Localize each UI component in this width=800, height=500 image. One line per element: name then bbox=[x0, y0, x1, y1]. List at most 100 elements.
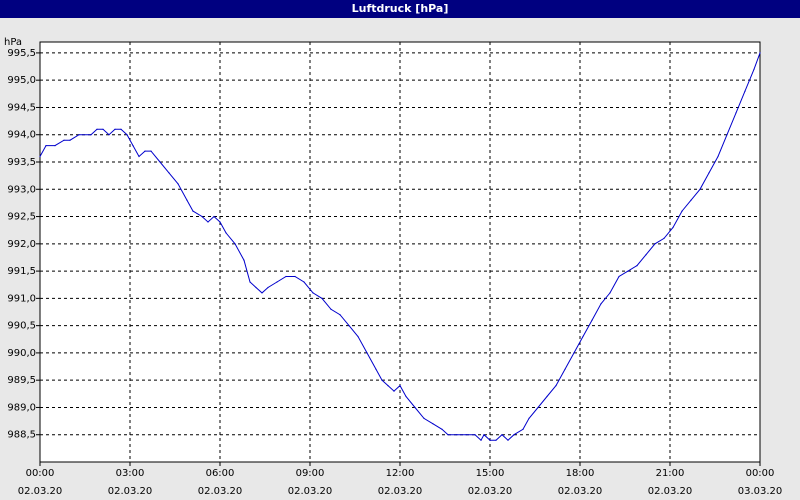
data-point bbox=[672, 226, 674, 229]
y-tick-label: 995,0 bbox=[7, 75, 36, 86]
data-point bbox=[225, 232, 227, 234]
data-point bbox=[63, 139, 65, 141]
x-tick-date-label: 02.03.20 bbox=[18, 486, 63, 497]
x-tick-time-label: 00:00 bbox=[26, 468, 55, 479]
x-tick-date-label: 03.03.20 bbox=[738, 486, 783, 497]
y-axis-unit-label: hPa bbox=[4, 37, 22, 48]
data-point bbox=[207, 221, 209, 223]
data-point bbox=[645, 254, 647, 256]
data-point bbox=[501, 434, 503, 436]
data-point bbox=[108, 134, 110, 136]
data-point bbox=[126, 134, 128, 136]
x-tick-time-label: 15:00 bbox=[476, 468, 505, 479]
data-point bbox=[96, 128, 98, 130]
y-tick-label: 990,5 bbox=[7, 321, 36, 332]
data-point bbox=[441, 428, 443, 430]
data-point bbox=[690, 199, 692, 201]
data-point bbox=[45, 145, 47, 147]
data-point bbox=[744, 90, 746, 92]
data-point bbox=[132, 145, 134, 147]
data-point bbox=[90, 134, 92, 136]
data-point bbox=[528, 417, 530, 419]
data-point bbox=[432, 423, 434, 425]
data-point bbox=[54, 145, 56, 147]
data-points bbox=[39, 52, 761, 441]
data-point bbox=[267, 286, 269, 289]
data-point bbox=[219, 221, 221, 223]
y-tick-label: 991,5 bbox=[7, 266, 36, 277]
data-point bbox=[573, 352, 575, 354]
data-point bbox=[555, 385, 557, 387]
y-tick-label: 993,0 bbox=[7, 184, 36, 195]
data-point bbox=[393, 390, 395, 392]
x-tick-date-label: 02.03.20 bbox=[558, 486, 603, 497]
data-point bbox=[423, 417, 425, 419]
data-point bbox=[735, 112, 737, 114]
data-point bbox=[249, 281, 251, 283]
data-point bbox=[186, 199, 188, 201]
data-point bbox=[159, 161, 161, 163]
data-point bbox=[414, 406, 416, 409]
data-point bbox=[627, 270, 629, 272]
x-axis: 00:00 02.03.20 03:00 02.03.20 06:00 02.03.20 0… bbox=[18, 462, 783, 497]
data-point bbox=[168, 172, 170, 174]
data-point bbox=[102, 128, 104, 130]
data-point bbox=[759, 52, 761, 54]
data-point bbox=[150, 150, 152, 152]
data-point bbox=[213, 215, 215, 218]
chart-title: Luftdruck [hPa] bbox=[0, 0, 800, 18]
data-point bbox=[144, 150, 146, 152]
data-point bbox=[618, 275, 620, 278]
data-point bbox=[243, 259, 245, 261]
data-point bbox=[120, 128, 122, 130]
data-point bbox=[312, 292, 314, 294]
x-tick-date-label: 02.03.20 bbox=[288, 486, 333, 497]
data-point bbox=[261, 292, 263, 294]
data-point bbox=[483, 434, 485, 436]
pressure-chart: 988,5 989,0 989,5 990,0 990,5 991,0 991,5 992,0… bbox=[4, 37, 783, 497]
data-point bbox=[399, 385, 401, 387]
x-tick-date-label: 02.03.20 bbox=[198, 486, 243, 497]
x-tick-time-label: 09:00 bbox=[296, 468, 325, 479]
data-point bbox=[339, 314, 341, 316]
data-point bbox=[726, 134, 728, 136]
data-point bbox=[321, 297, 323, 299]
data-point bbox=[489, 439, 491, 441]
data-point bbox=[609, 292, 611, 294]
grid bbox=[40, 42, 760, 462]
data-point bbox=[201, 215, 203, 218]
data-point bbox=[192, 210, 194, 212]
data-point bbox=[114, 128, 116, 130]
data-point bbox=[582, 335, 584, 338]
data-point bbox=[285, 275, 287, 278]
data-point bbox=[513, 434, 515, 436]
data-point bbox=[234, 243, 236, 245]
data-point bbox=[507, 439, 509, 441]
y-tick-label: 994,0 bbox=[7, 130, 36, 141]
y-tick-label: 989,0 bbox=[7, 402, 36, 413]
data-point bbox=[303, 281, 305, 283]
x-tick-time-label: 00:00 bbox=[746, 468, 775, 479]
x-tick-date-label: 02.03.20 bbox=[378, 486, 423, 497]
data-point bbox=[681, 210, 683, 212]
data-point bbox=[138, 155, 140, 158]
x-tick-date-label: 02.03.20 bbox=[108, 486, 153, 497]
data-point bbox=[564, 368, 566, 370]
y-axis: 988,5 989,0 989,5 990,0 990,5 991,0 991,5 992,0… bbox=[7, 48, 40, 441]
x-tick-time-label: 18:00 bbox=[566, 468, 595, 479]
data-point bbox=[465, 434, 467, 436]
data-point bbox=[381, 379, 383, 381]
data-point bbox=[522, 428, 524, 430]
data-point bbox=[546, 395, 548, 398]
data-point bbox=[348, 325, 350, 327]
data-point bbox=[276, 281, 278, 283]
data-point bbox=[366, 352, 368, 354]
data-point bbox=[654, 243, 656, 245]
x-tick-time-label: 12:00 bbox=[386, 468, 415, 479]
y-tick-label: 993,5 bbox=[7, 157, 36, 168]
y-tick-label: 992,5 bbox=[7, 212, 36, 223]
data-point bbox=[387, 385, 389, 387]
data-point bbox=[405, 395, 407, 398]
data-point bbox=[69, 139, 71, 141]
data-point bbox=[708, 172, 710, 174]
